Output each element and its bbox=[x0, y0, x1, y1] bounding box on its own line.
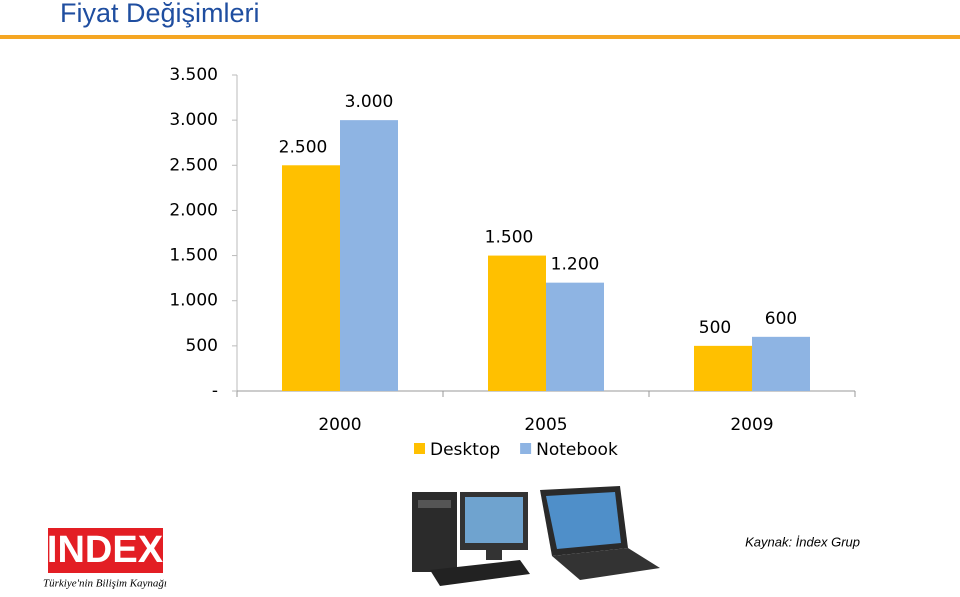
x-tick-label: 2005 bbox=[524, 415, 567, 435]
y-tick-label: - bbox=[212, 381, 218, 401]
bar bbox=[340, 120, 398, 392]
bar bbox=[282, 165, 340, 391]
legend-swatch bbox=[520, 443, 532, 454]
bar bbox=[546, 282, 604, 391]
bar bbox=[752, 336, 810, 391]
x-tick-label: 2009 bbox=[730, 415, 773, 435]
legend-label: Desktop bbox=[430, 440, 500, 460]
y-tick-label: 2.500 bbox=[169, 155, 218, 175]
x-tick-label: 2000 bbox=[318, 415, 361, 435]
logo-box bbox=[48, 528, 163, 573]
bar bbox=[488, 255, 546, 391]
logo-text: INDEX bbox=[47, 529, 164, 571]
y-tick-label: 2.000 bbox=[169, 200, 218, 220]
value-label: 1.200 bbox=[551, 255, 600, 275]
y-tick-label: 3.500 bbox=[169, 65, 218, 85]
desktop-image bbox=[412, 492, 530, 586]
value-label: 600 bbox=[765, 309, 797, 329]
chart-title: Fiyat Değişimleri bbox=[60, 0, 260, 28]
laptop-image bbox=[540, 486, 660, 580]
value-label: 1.500 bbox=[485, 228, 534, 248]
y-tick-label: 1.000 bbox=[169, 291, 218, 311]
y-tick-label: 1.500 bbox=[169, 246, 218, 266]
value-label: 2.500 bbox=[279, 137, 328, 157]
y-tick-label: 3.000 bbox=[169, 110, 218, 130]
title-rule bbox=[0, 35, 960, 39]
y-tick-label: 500 bbox=[186, 336, 218, 356]
value-label: 500 bbox=[699, 318, 731, 338]
bar bbox=[694, 345, 752, 391]
source-note: Kaynak: İndex Grup bbox=[745, 534, 860, 549]
legend-swatch bbox=[414, 443, 425, 454]
logo-tagline: Türkiye'nin Bilişim Kaynağı bbox=[43, 578, 167, 590]
legend-label: Notebook bbox=[536, 440, 618, 460]
value-label: 3.000 bbox=[345, 92, 394, 112]
